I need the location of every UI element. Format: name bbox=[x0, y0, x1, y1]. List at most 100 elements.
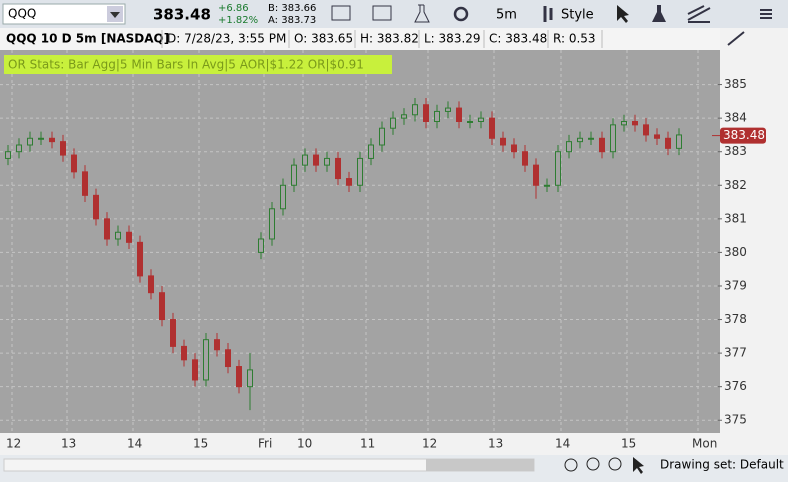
candle-body bbox=[555, 151, 561, 186]
candle-body bbox=[357, 157, 363, 186]
aggregation[interactable]: 5m bbox=[496, 8, 517, 23]
candle-body bbox=[456, 107, 462, 122]
style-icon bbox=[543, 6, 553, 22]
candle-body bbox=[71, 154, 77, 173]
change-pct: +1.82% bbox=[218, 15, 258, 26]
x-tick-label: 13 bbox=[61, 437, 76, 451]
y-tick-label: 380 bbox=[724, 245, 747, 259]
candle-body bbox=[247, 369, 253, 388]
drawing-icon[interactable] bbox=[687, 5, 711, 23]
y-tick-label: 379 bbox=[724, 278, 747, 292]
alert-icon[interactable] bbox=[372, 5, 392, 21]
candle-body bbox=[599, 137, 605, 153]
zoom-in-icon[interactable] bbox=[586, 457, 600, 471]
candle-body bbox=[16, 144, 22, 153]
candle-body bbox=[665, 137, 671, 149]
x-tick-label: 12 bbox=[6, 437, 21, 451]
pointer-icon[interactable] bbox=[633, 457, 644, 474]
candle-body bbox=[643, 124, 649, 136]
candle-body bbox=[280, 184, 286, 210]
candle-body bbox=[467, 120, 473, 123]
candle-body bbox=[500, 137, 506, 146]
x-tick-label: 11 bbox=[360, 437, 375, 451]
candle-body bbox=[324, 157, 330, 166]
change: +6.86 bbox=[218, 3, 249, 14]
x-tick-label: 15 bbox=[193, 437, 208, 451]
candle-body bbox=[346, 178, 352, 186]
zoom-out-icon[interactable] bbox=[608, 457, 622, 471]
style[interactable]: Style bbox=[561, 8, 594, 23]
x-tick-label: Fri bbox=[258, 437, 272, 451]
last-price: 383.48 bbox=[153, 6, 211, 24]
menu-icon[interactable] bbox=[760, 9, 772, 19]
last-price-label: 383.48 bbox=[723, 128, 765, 142]
scroll-thumb[interactable] bbox=[426, 459, 534, 471]
share-icon[interactable] bbox=[331, 5, 351, 21]
flask-icon[interactable] bbox=[652, 5, 666, 22]
date: D: 7/28/23, 3:55 PM bbox=[167, 32, 286, 46]
candle-body bbox=[302, 154, 308, 166]
candle-body bbox=[368, 144, 374, 159]
close: C: 383.48 bbox=[489, 32, 547, 46]
candle-body bbox=[489, 117, 495, 139]
candle-body bbox=[434, 110, 440, 122]
bid: B: 383.66 bbox=[268, 3, 316, 14]
candle-body bbox=[544, 184, 550, 187]
y-tick-label: 375 bbox=[724, 413, 747, 427]
candle-body bbox=[401, 114, 407, 119]
open: O: 383.65 bbox=[294, 32, 353, 46]
low: L: 383.29 bbox=[424, 32, 481, 46]
cursor-icon[interactable] bbox=[617, 5, 629, 23]
candle-body bbox=[115, 231, 121, 240]
candle-body bbox=[588, 137, 594, 140]
candle-body bbox=[137, 241, 143, 277]
candle-body bbox=[203, 339, 209, 381]
drawing-set[interactable]: Drawing set: Default bbox=[660, 458, 784, 472]
y-tick-label: 384 bbox=[724, 111, 747, 125]
x-tick-label: 12 bbox=[422, 437, 437, 451]
candle-body bbox=[159, 292, 165, 321]
candle-body bbox=[38, 137, 44, 140]
y-tick-label: 377 bbox=[724, 346, 747, 360]
x-tick-label: 15 bbox=[621, 437, 636, 451]
ask: A: 383.73 bbox=[268, 15, 316, 26]
candle-body bbox=[214, 339, 220, 351]
time-axis bbox=[0, 433, 788, 455]
y-tick-label: 378 bbox=[724, 312, 747, 326]
candle-body bbox=[192, 359, 198, 381]
candle-body bbox=[654, 134, 660, 139]
candle-body bbox=[225, 349, 231, 368]
plot-area bbox=[0, 50, 720, 433]
symbol-input[interactable] bbox=[2, 3, 126, 25]
candle-body bbox=[148, 275, 154, 294]
candle-body bbox=[60, 141, 66, 156]
candle-body bbox=[533, 164, 539, 186]
candle-body bbox=[632, 120, 638, 126]
candle-body bbox=[181, 345, 187, 361]
candle-body bbox=[49, 137, 55, 143]
symbol[interactable]: QQQ bbox=[8, 7, 36, 21]
candle-body bbox=[93, 194, 99, 220]
axis-icon bbox=[727, 31, 745, 46]
y-tick-label: 376 bbox=[724, 379, 747, 393]
candle-body bbox=[291, 164, 297, 186]
settings-icon[interactable] bbox=[453, 6, 469, 22]
x-tick-label: 14 bbox=[555, 437, 570, 451]
studies-icon[interactable] bbox=[414, 4, 430, 23]
high: H: 383.82 bbox=[360, 32, 419, 46]
candle-body bbox=[313, 154, 319, 166]
x-tick-label: 14 bbox=[127, 437, 142, 451]
x-tick-label: Mon bbox=[692, 437, 717, 451]
candle-body bbox=[236, 366, 242, 388]
candle-body bbox=[676, 134, 682, 149]
x-tick-label: 10 bbox=[297, 437, 312, 451]
separators bbox=[161, 30, 603, 48]
crosshair-icon[interactable] bbox=[564, 458, 578, 472]
candle-body bbox=[522, 151, 528, 166]
y-tick-label: 385 bbox=[724, 77, 747, 91]
candle-body bbox=[566, 141, 572, 153]
candle-body bbox=[423, 104, 429, 122]
candle-body bbox=[478, 117, 484, 122]
